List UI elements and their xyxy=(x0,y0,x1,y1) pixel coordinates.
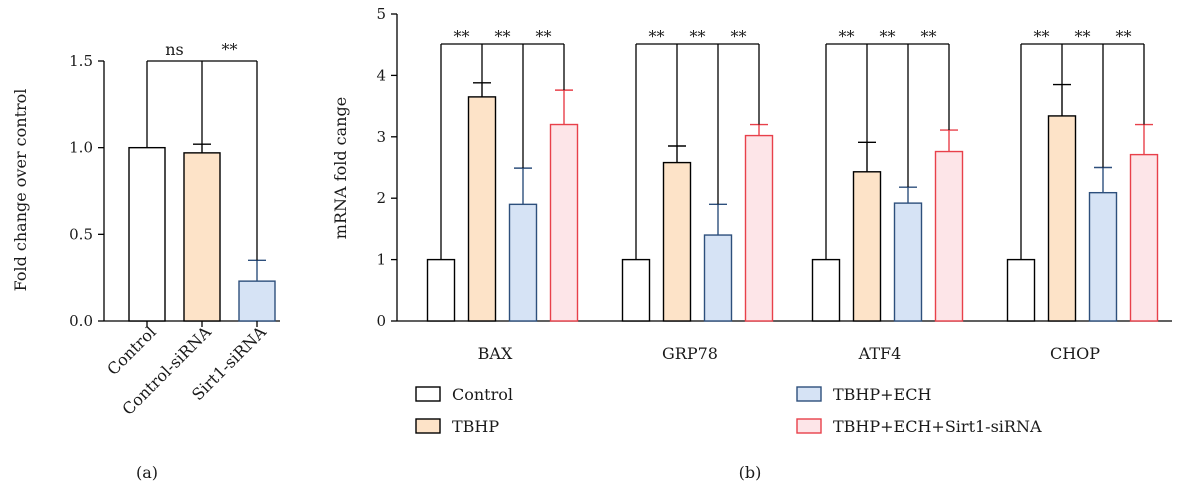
significance-label: ** xyxy=(690,27,706,46)
y-tick-label: 4 xyxy=(376,66,386,84)
x-tick-label: Control xyxy=(103,322,160,379)
legend-swatch-2 xyxy=(796,386,822,402)
y-tick-label: 1 xyxy=(376,251,386,269)
legend-label: TBHP xyxy=(452,417,499,436)
y-tick-label: 3 xyxy=(376,128,386,146)
x-category-label: CHOP xyxy=(1050,344,1100,363)
bar-bax-series-0 xyxy=(426,258,456,322)
bar-grp78-series-0 xyxy=(621,258,651,322)
bar-atf4-series-2 xyxy=(893,202,923,322)
significance-label: ** xyxy=(454,27,470,46)
legend-swatch-0 xyxy=(415,386,441,402)
bar-control-sirna xyxy=(183,152,221,322)
bar-chop-series-1 xyxy=(1047,115,1077,322)
panel-a-chart: 0.0 0.5 1.0 1.5 Fold change over control Cont… xyxy=(11,40,280,419)
y-tick-label: 0 xyxy=(376,312,386,330)
bar-chop-series-3 xyxy=(1129,153,1159,322)
panel-b-label: (b) xyxy=(739,463,762,482)
bar-atf4-series-0 xyxy=(811,258,841,322)
bar-bax-series-3 xyxy=(549,123,579,322)
legend-swatch-1 xyxy=(415,418,441,434)
x-category-label: ATF4 xyxy=(858,344,902,363)
legend-swatch-3 xyxy=(796,418,822,434)
significance-label: ** xyxy=(921,27,937,46)
significance-label: ** xyxy=(536,27,552,46)
bar-atf4-series-1 xyxy=(852,171,882,322)
bar-chop-series-0 xyxy=(1006,258,1036,322)
significance-label: ** xyxy=(880,27,896,46)
significance-label: ns xyxy=(165,40,184,59)
significance-label: ** xyxy=(731,27,747,46)
y-axis-title: Fold change over control xyxy=(11,89,30,292)
legend-label: TBHP+ECH+Sirt1-siRNA xyxy=(833,417,1042,436)
bar-grp78-series-3 xyxy=(744,134,774,322)
bar-grp78-series-1 xyxy=(662,161,692,322)
significance-label: ** xyxy=(1116,27,1132,46)
bar-bax-series-1 xyxy=(467,96,497,322)
panel-b-chart: 0 1 2 3 4 5 mRNA fold cange ** ** ** BAX ** ** ** GRP7… xyxy=(331,5,1172,363)
bar-sirt1-sirna xyxy=(238,280,276,322)
legend-label: TBHP+ECH xyxy=(833,385,931,404)
y-tick-label: 0.5 xyxy=(69,225,93,243)
panel-b-legend: Control TBHP TBHP+ECH TBHP+ECH+Sirt1-siRNA xyxy=(415,385,1042,436)
x-category-label: BAX xyxy=(478,344,513,363)
bar-control xyxy=(128,146,166,322)
bar-grp78-series-2 xyxy=(703,234,733,322)
significance-label: ** xyxy=(222,40,238,59)
significance-label: ** xyxy=(495,27,511,46)
y-tick-label: 1.0 xyxy=(69,139,93,157)
bar-atf4-series-3 xyxy=(934,150,964,322)
y-tick-label: 5 xyxy=(376,5,386,23)
y-tick-label: 0.0 xyxy=(69,312,93,330)
significance-label: ** xyxy=(1075,27,1091,46)
bar-bax-series-2 xyxy=(508,203,538,322)
legend-label: Control xyxy=(452,385,513,404)
significance-label: ** xyxy=(1034,27,1050,46)
y-axis-title: mRNA fold cange xyxy=(331,97,350,239)
significance-label: ** xyxy=(649,27,665,46)
y-tick-label: 2 xyxy=(376,189,386,207)
x-category-label: GRP78 xyxy=(662,344,718,363)
bar-chop-series-2 xyxy=(1088,191,1118,322)
y-tick-label: 1.5 xyxy=(69,52,93,70)
significance-label: ** xyxy=(839,27,855,46)
panel-a-label: (a) xyxy=(136,463,158,482)
